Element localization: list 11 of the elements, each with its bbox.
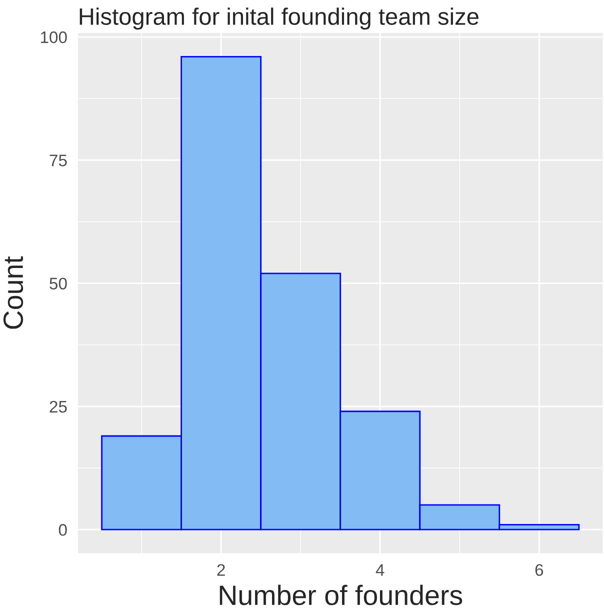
y-tick-label: 25: [50, 400, 67, 413]
y-axis-title: Count: [3, 256, 24, 329]
chart-title: Histogram for inital founding team size: [80, 8, 478, 30]
y-tick-label: 50: [50, 278, 67, 290]
x-tick-label: 6: [535, 564, 544, 576]
y-tick-label: 100: [40, 31, 67, 44]
y-tick-label: 75: [50, 154, 67, 166]
x-tick-label: 2: [217, 564, 225, 576]
x-axis-title: Number of founders: [220, 584, 462, 606]
x-tick-label: 4: [376, 564, 384, 576]
y-tick-label: 0: [58, 524, 67, 536]
